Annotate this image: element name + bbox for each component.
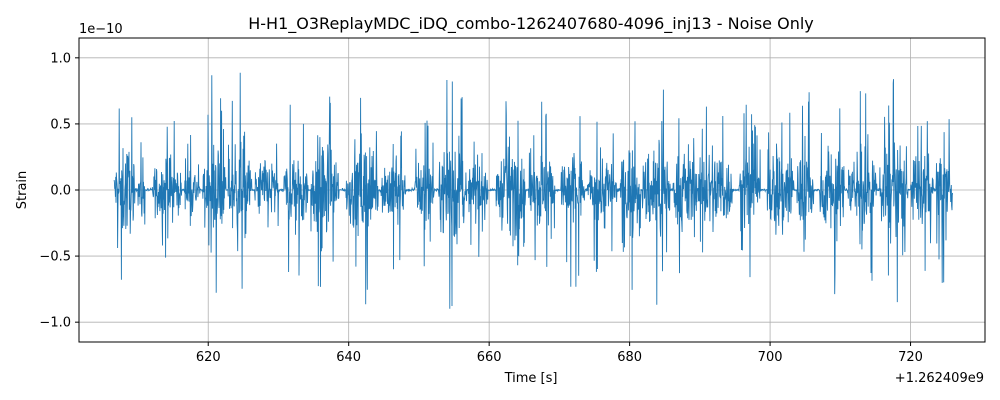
y-tick-label: 0.5 <box>50 117 71 132</box>
x-axis-ticks: 620 640 660 680 700 720 <box>196 342 923 365</box>
y-tick-label: −0.5 <box>39 250 71 265</box>
x-offset-label: +1.262409e9 <box>895 371 984 386</box>
x-tick-label: 680 <box>617 350 642 365</box>
y-axis-label: Strain <box>15 171 30 210</box>
y-tick-label: 1.0 <box>50 51 71 66</box>
y-tick-label: 0.0 <box>50 184 71 199</box>
x-axis-label: Time [s] <box>504 371 558 386</box>
x-tick-label: 640 <box>336 350 361 365</box>
x-tick-label: 700 <box>758 350 783 365</box>
x-tick-label: 660 <box>477 350 502 365</box>
x-tick-label: 620 <box>196 350 221 365</box>
y-tick-label: −1.0 <box>39 316 71 331</box>
y-axis-ticks: −1.0 −0.5 0.0 0.5 1.0 <box>39 51 79 331</box>
strain-line <box>113 72 954 309</box>
y-scale-label: 1e−10 <box>79 22 123 37</box>
strain-series <box>113 72 954 309</box>
chart-title: H-H1_O3ReplayMDC_iDQ_combo-1262407680-40… <box>248 14 814 34</box>
x-tick-label: 720 <box>898 350 923 365</box>
